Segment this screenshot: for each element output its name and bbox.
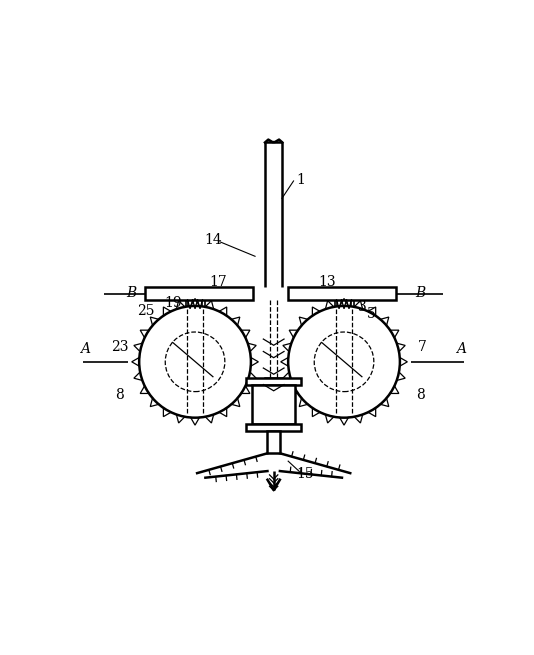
Text: 8: 8 [416,388,425,402]
Text: 14: 14 [205,233,223,247]
Bar [268,430,280,453]
Bar [334,300,337,310]
Text: B: B [126,286,136,300]
Circle shape [139,306,251,418]
Text: 1: 1 [296,173,305,187]
Bar [351,300,354,310]
Bar [246,424,301,430]
Text: 15: 15 [296,466,313,481]
Bar [202,300,205,310]
Text: A: A [81,343,90,356]
Text: 17: 17 [209,275,226,289]
Text: 25: 25 [137,305,154,318]
Text: 19: 19 [164,297,182,310]
Circle shape [288,306,400,418]
Text: 23: 23 [111,339,129,354]
Bar [252,384,295,424]
Bar [265,143,282,288]
Text: 13: 13 [319,275,336,289]
Text: B: B [415,286,426,300]
Text: 7: 7 [418,339,426,354]
Bar [265,378,282,413]
Text: 3: 3 [358,300,367,314]
Text: 5: 5 [366,307,375,321]
Bar [246,378,301,384]
Bar [288,288,396,300]
Text: 8: 8 [115,388,124,402]
Text: A: A [456,343,466,356]
Bar [185,300,188,310]
Bar [145,288,253,300]
